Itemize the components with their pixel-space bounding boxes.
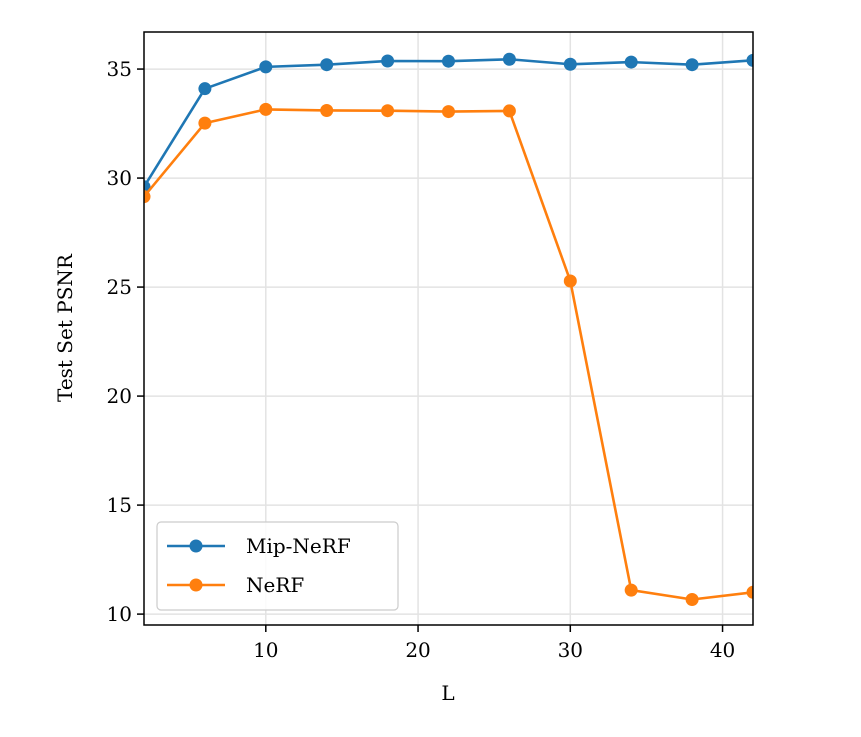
data-point-nerf [746,585,753,599]
data-point-nerf [144,190,151,204]
data-point-nerf [624,583,638,597]
data-point-mip-nerf [381,54,395,68]
x-axis-label: L [441,681,454,705]
y-tick-label: 30 [107,166,132,190]
legend-label-nerf: NeRF [246,573,304,597]
data-point-mip-nerf [442,54,455,68]
data-point-mip-nerf [320,58,334,72]
y-tick-label: 25 [107,275,132,299]
data-point-nerf [685,592,699,606]
x-tick-label: 30 [558,638,583,662]
legend-box [156,521,399,611]
legend-label-mip-nerf: Mip-NeRF [246,534,351,558]
data-point-nerf [320,103,334,117]
x-tick-label: 40 [710,638,735,662]
data-point-nerf [502,104,516,118]
data-point-mip-nerf [563,57,577,71]
data-point-mip-nerf [502,52,516,66]
legend-marker-mip-nerf [189,539,203,553]
legend: Mip-NeRF NeRF [156,521,399,611]
series-layer [144,52,753,606]
y-tick-label: 15 [107,493,132,517]
data-point-mip-nerf [746,53,753,67]
data-point-mip-nerf [259,60,273,74]
x-tick-label: 10 [253,638,278,662]
data-point-nerf [259,102,273,116]
series-line-mip-nerf [144,57,753,188]
data-point-nerf [442,105,455,119]
grid-lines [144,32,753,625]
legend-marker-nerf [189,578,203,592]
data-point-mip-nerf [198,82,212,96]
data-point-mip-nerf [685,58,699,72]
axis-ticks: 10 20 30 40 10 15 20 25 30 35 [107,57,736,662]
data-point-nerf [198,116,212,130]
data-point-mip-nerf [624,55,638,69]
x-tick-label: 20 [405,638,430,662]
y-tick-label: 10 [107,602,132,626]
data-point-nerf [563,274,577,288]
y-tick-label: 35 [107,57,132,81]
y-axis-label: Test Set PSNR [53,253,77,402]
plot-frame [143,31,754,626]
y-tick-label: 20 [107,384,132,408]
data-point-nerf [381,104,395,118]
